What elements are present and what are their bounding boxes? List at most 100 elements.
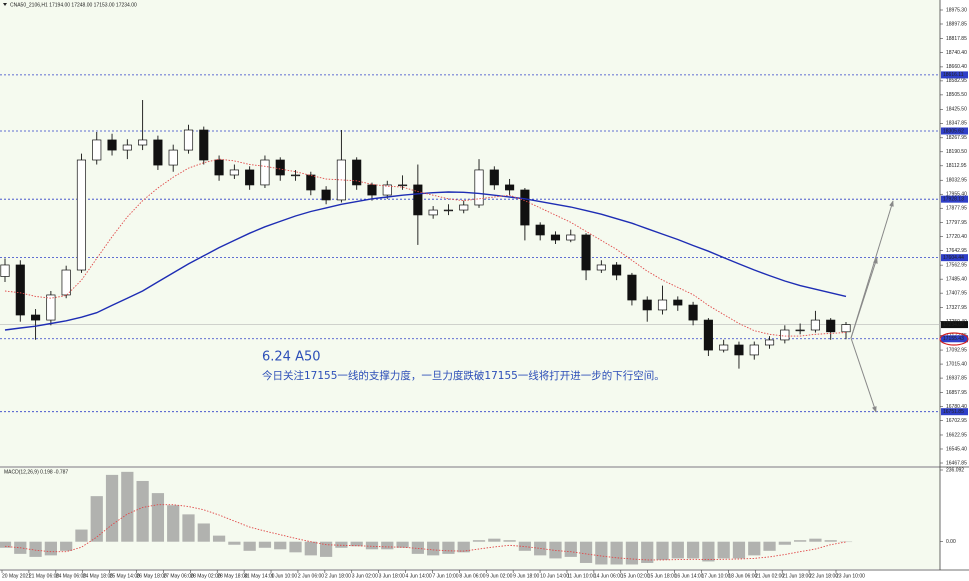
level-label-box (941, 408, 968, 416)
current-price-label: 17234.00 (943, 322, 964, 328)
y-tick-label: 18660.40 (946, 64, 967, 70)
macd-bar (381, 541, 394, 550)
levels (0, 74, 940, 413)
y-tick-label: 17642.95 (946, 248, 967, 254)
arrow-down (850, 337, 877, 413)
x-tick-label: 27 May 06:00 (163, 573, 194, 579)
axes: 18975.30 18897.85 18817.85 18740.40 18660.40… (1, 7, 968, 579)
candle-body (642, 299, 652, 311)
y-tick-label: 17720.40 (946, 234, 967, 240)
x-tick-label: 18 Jun 06:00 (728, 573, 757, 579)
candle-body (826, 319, 836, 333)
x-tick-label: 3 Jun 18:00 (379, 573, 405, 579)
arrow-mid (850, 257, 878, 339)
macd-bar (167, 505, 180, 542)
level-label: 18616.11 (943, 72, 964, 78)
macd-bar (289, 541, 302, 553)
candle-body (46, 294, 56, 321)
y-tick-label: 18267.95 (946, 135, 967, 141)
x-tick-label: 2 Jun 18:00 (325, 573, 351, 579)
level-label: 17928.13 (943, 197, 964, 203)
y-tick-label: 18740.40 (946, 50, 967, 56)
level-label: 17155.43 (943, 336, 964, 342)
macd-y-tick-label: 236.092 (946, 467, 964, 473)
x-tick-label: 15 Jun 18:00 (648, 573, 677, 579)
candle-body (734, 344, 744, 356)
moving-average (4, 158, 847, 337)
macd-signal (4, 504, 847, 561)
candle-body (321, 189, 331, 201)
current-price-box (941, 321, 968, 329)
candle-body (688, 304, 698, 321)
candle-body (0, 264, 10, 277)
macd-bar (90, 496, 103, 542)
macd-bar (534, 541, 547, 556)
annotation-title: 6.24 A50 (262, 350, 321, 365)
macd-y-tick-label: 0.00 (946, 539, 956, 545)
macd-bar (732, 541, 746, 559)
candle-body (612, 264, 622, 276)
macd-bar (748, 541, 761, 556)
candle-body (92, 139, 102, 161)
macd-bar (365, 541, 379, 550)
y-tick-label: 18190.50 (946, 149, 967, 155)
macd-bar (488, 538, 501, 542)
macd-bar (396, 541, 409, 548)
y-tick-label: 18817.85 (946, 36, 967, 42)
candle-body (810, 319, 820, 331)
candle-body (443, 209, 453, 212)
candle-body (290, 174, 301, 177)
macd (0, 471, 853, 565)
x-tick-label: 23 Jun 10:00 (836, 573, 865, 579)
candle-body (489, 169, 499, 186)
macd-bar (610, 541, 623, 565)
macd-bar (411, 541, 424, 554)
price-pane (0, 0, 940, 466)
macd-bar (0, 541, 12, 548)
candle-body (581, 234, 591, 271)
candle-body (107, 139, 117, 151)
macd-bar (794, 540, 807, 542)
macd-bar (702, 541, 715, 562)
collapse-icon (3, 3, 7, 6)
x-tick-label: 25 May 14:00 (110, 573, 141, 579)
level-label-box (941, 254, 968, 262)
x-tick-label: 1 Jun 10:00 (271, 573, 297, 579)
macd-bar (105, 474, 119, 542)
annotation-text: 今日关注17155一线的支撑力度，一旦力度跌破17155一线将打开进一步的下行空… (262, 369, 665, 382)
moving-average (4, 191, 847, 331)
x-tick-label: 3 Jun 02:00 (352, 573, 378, 579)
candle-body (15, 264, 25, 316)
macd-bar (304, 541, 317, 556)
macd-bar (503, 540, 516, 542)
candle-body (76, 159, 87, 271)
x-tick-label: 15 Jun 02:00 (621, 573, 650, 579)
macd-bar (182, 514, 195, 542)
macd-bar (197, 523, 210, 542)
x-tick-label: 2 Jun 06:00 (298, 573, 324, 579)
macd-bar (564, 541, 577, 557)
macd-bar (595, 541, 608, 565)
macd-bar (44, 541, 57, 556)
candle-body (566, 234, 576, 241)
y-tick-label: 16857.95 (946, 390, 967, 396)
x-tick-label: 24 May 06:00 (56, 573, 87, 579)
candle-body (550, 234, 561, 241)
macd-label: MACD(12,26,9) 0.198 -0.787 (4, 469, 68, 475)
candle-body (214, 159, 224, 176)
x-tick-label: 9 Jun 02:00 (486, 573, 512, 579)
macd-bar (228, 541, 241, 545)
macd-bar (717, 541, 730, 559)
macd-bar (75, 529, 88, 542)
macd-bar (136, 480, 149, 542)
y-tick-label: 18505.50 (946, 92, 967, 98)
macd-bar (472, 540, 486, 542)
y-tick-label: 17015.40 (946, 361, 967, 367)
x-tick-label: 17 Jun 10:00 (701, 573, 730, 579)
macd-bar (350, 541, 363, 547)
macd-bar (319, 541, 333, 557)
y-tick-label: 18032.95 (946, 178, 967, 184)
macd-bar (335, 541, 348, 548)
y-tick-label: 18347.85 (946, 121, 967, 127)
y-tick-label: 16622.95 (946, 432, 967, 438)
